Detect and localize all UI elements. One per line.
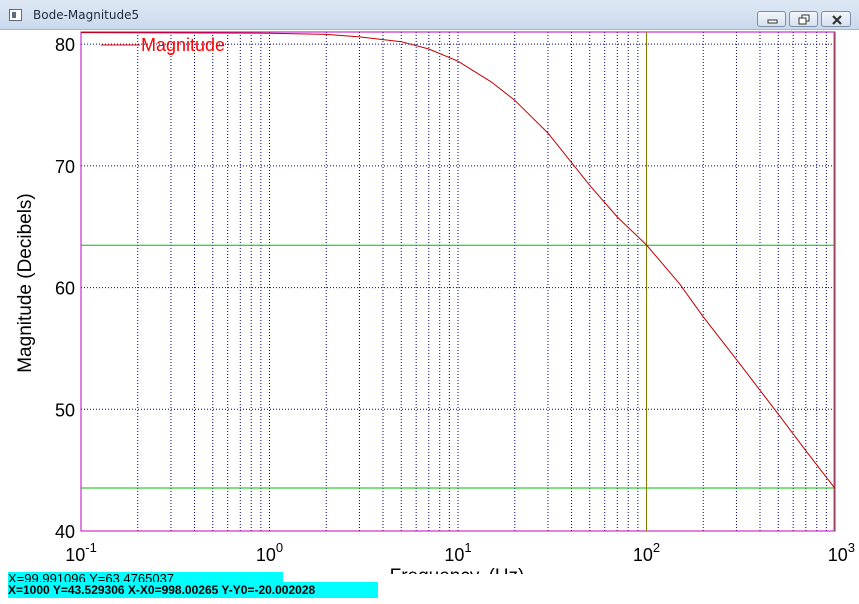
y-tick-labels: 40 50 60 70 80 (55, 35, 75, 542)
close-button[interactable] (821, 11, 851, 27)
cursor-lines (81, 32, 835, 531)
x-tick-label: 100 (256, 540, 283, 565)
legend-label: Magnitude (141, 35, 225, 55)
status-readout: X=99.991096 Y=63.4765037 X=1000 Y=43.529… (8, 572, 378, 598)
close-icon (832, 15, 842, 25)
restore-icon (798, 14, 810, 25)
bode-magnitude-chart[interactable]: 40 50 60 70 80 10-1 100 101 102 103 Magnitude (D… (0, 30, 859, 574)
x-tick-label: 103 (828, 540, 855, 565)
y-axis-label: Magnitude (Decibels) (15, 193, 36, 373)
x-axis-label: Frequency, (Hz) (390, 566, 525, 574)
y-tick-label: 40 (55, 522, 75, 542)
title-bar[interactable]: Bode-Magnitude5 (0, 0, 859, 30)
restore-button[interactable] (789, 11, 818, 27)
plot-frame (80, 31, 836, 532)
y-tick-label: 80 (55, 35, 75, 55)
y-tick-label: 50 (55, 400, 75, 420)
status-line-2: X=1000 Y=43.529306 X-X0=998.00265 Y-Y0=-… (8, 582, 378, 598)
app-icon (9, 9, 22, 21)
y-tick-label: 60 (55, 279, 75, 299)
magnitude-series-line (80, 32, 836, 489)
legend: Magnitude (101, 35, 225, 55)
x-tick-label: 10-1 (65, 540, 97, 565)
x-tick-label: 102 (633, 540, 660, 565)
y-tick-label: 70 (55, 157, 75, 177)
x-tick-labels: 10-1 100 101 102 103 (65, 540, 855, 565)
x-tick-label: 101 (444, 540, 471, 565)
minimize-icon (767, 19, 778, 24)
grid-lines (81, 32, 835, 531)
minimize-button[interactable] (757, 11, 786, 27)
window-title: Bode-Magnitude5 (33, 8, 140, 22)
